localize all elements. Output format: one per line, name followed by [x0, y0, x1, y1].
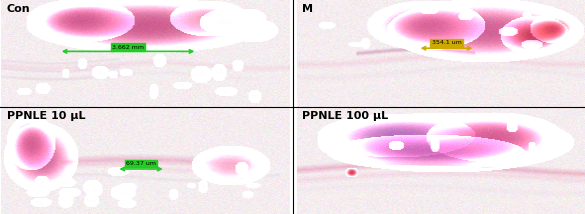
Text: 3.662 mm: 3.662 mm: [112, 45, 144, 50]
Text: PPNLE 100 μL: PPNLE 100 μL: [302, 111, 388, 121]
Text: M: M: [302, 4, 314, 14]
Text: 69.37 um: 69.37 um: [126, 161, 156, 166]
Text: 354.1 um: 354.1 um: [432, 40, 462, 45]
Text: Con: Con: [7, 4, 30, 14]
Text: PPNLE 10 μL: PPNLE 10 μL: [7, 111, 85, 121]
